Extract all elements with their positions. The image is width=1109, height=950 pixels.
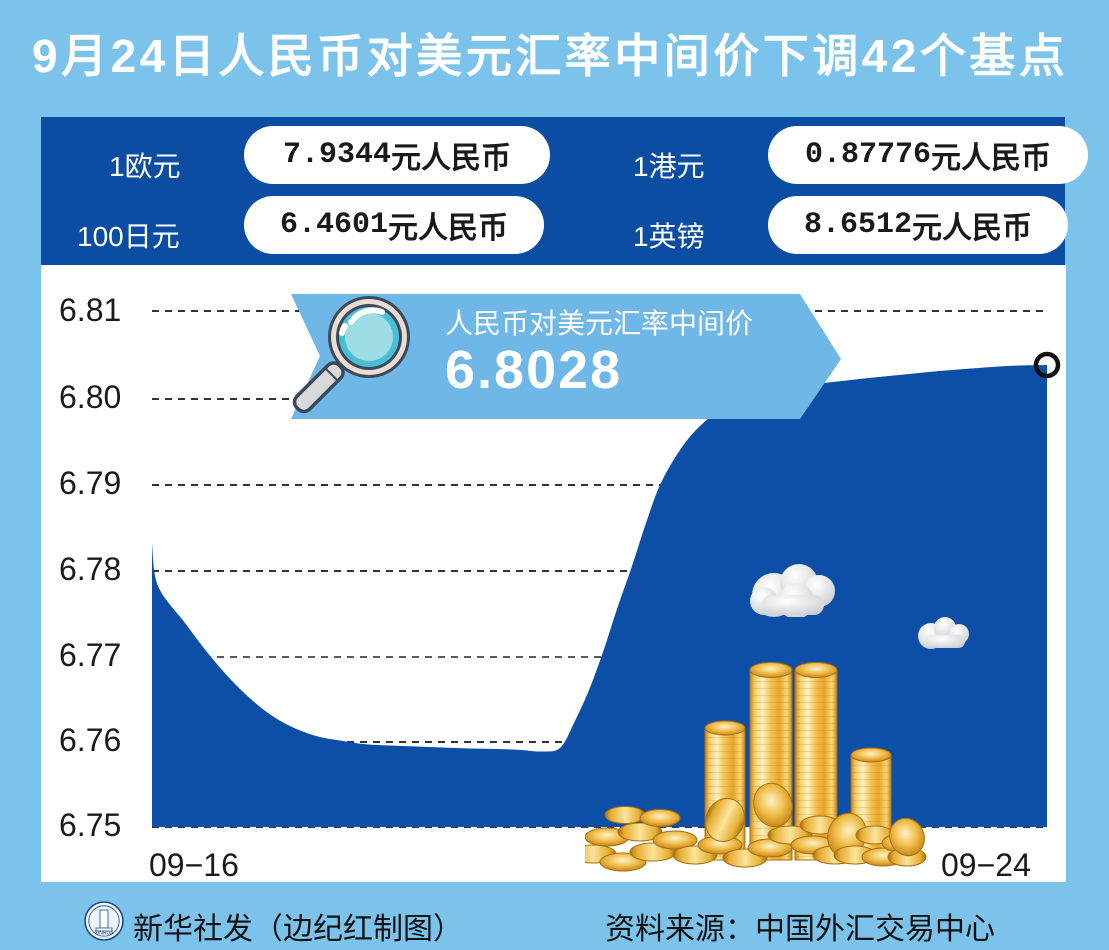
svg-text:XINHUA: XINHUA (95, 931, 115, 937)
